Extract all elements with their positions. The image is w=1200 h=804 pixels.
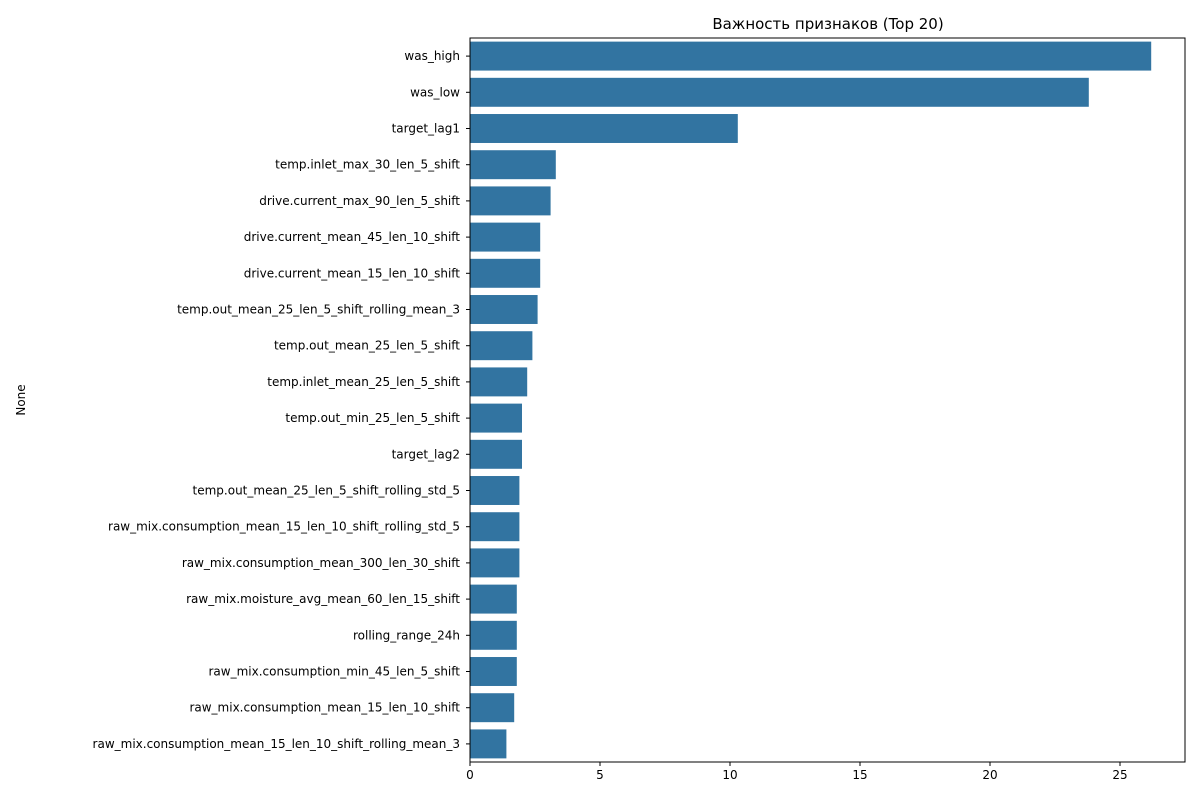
bar [470,222,541,252]
x-tick-label: 5 [596,768,604,782]
y-tick-label: raw_mix.consumption_mean_15_len_10_shift… [93,737,460,751]
y-tick-label: rolling_range_24h [353,628,460,642]
bar [470,295,538,324]
bars-group [470,41,1152,759]
bar [470,620,517,650]
x-tick-label: 0 [466,768,474,782]
bar [470,77,1089,107]
y-tick-label: raw_mix.consumption_mean_15_len_10_shift [189,701,460,715]
chart-title: Важность признаков (Top 20) [712,15,943,33]
bar [470,729,507,759]
y-tick-label: drive.current_mean_45_len_10_shift [244,230,461,244]
bar [470,403,522,433]
y-axis-label: None [14,384,28,415]
x-ticks-group: 0 5 10 15 20 25 [466,762,1128,782]
bar [470,41,1152,71]
y-tick-label: temp.out_mean_25_len_5_shift [274,339,460,353]
bar [470,512,520,542]
y-tick-label: drive.current_mean_15_len_10_shift [244,266,461,280]
plot-frame [469,37,1186,763]
bar [470,439,522,469]
y-tick-label: temp.inlet_max_30_len_5_shift [275,158,460,172]
y-tick-label: drive.current_max_90_len_5_shift [259,194,460,208]
bar [470,150,556,180]
y-tick-label: raw_mix.moisture_avg_mean_60_len_15_shif… [186,592,460,606]
y-tick-label: temp.out_min_25_len_5_shift [285,411,460,425]
x-tick-label: 25 [1112,768,1127,782]
x-tick-label: 15 [852,768,867,782]
y-tick-label: was_high [404,49,460,63]
bar [470,258,541,288]
bar [470,186,551,216]
bar [470,548,520,578]
x-tick-label: 20 [982,768,997,782]
bar [470,331,533,361]
y-tick-label: temp.out_mean_25_len_5_shift_rolling_mea… [177,303,460,317]
y-tick-label: raw_mix.consumption_mean_300_len_30_shif… [182,556,460,570]
y-tick-label: target_lag1 [392,122,460,136]
bar [470,693,515,723]
y-tick-label: temp.out_mean_25_len_5_shift_rolling_std… [193,484,460,498]
y-tick-label: target_lag2 [392,447,460,461]
y-ticks-group: was_high was_low target_lag1 temp.inlet_max… [93,49,470,751]
bar [470,657,517,686]
y-tick-label: temp.inlet_mean_25_len_5_shift [267,375,460,389]
y-tick-label: raw_mix.consumption_mean_15_len_10_shift… [108,520,460,534]
y-tick-label: was_low [410,85,460,99]
bar [470,114,738,143]
bar [470,367,528,397]
bar [470,584,517,614]
bar [470,476,520,505]
x-tick-label: 10 [722,768,737,782]
y-tick-label: raw_mix.consumption_min_45_len_5_shift [208,665,460,679]
